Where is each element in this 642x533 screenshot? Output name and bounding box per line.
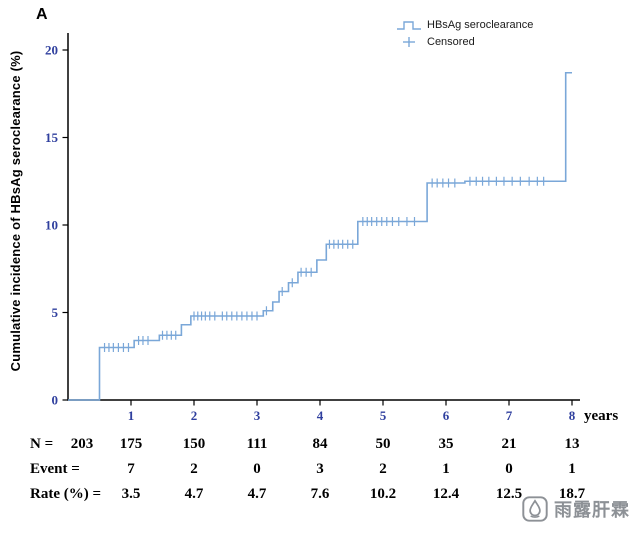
risk-value: 18.7 — [558, 486, 586, 502]
risk-value: 84 — [312, 436, 328, 452]
panel-label: A — [36, 6, 48, 23]
axes — [67, 33, 580, 401]
risk-value: 3.5 — [121, 486, 141, 502]
x-tick-label: 7 — [506, 408, 513, 423]
risk-value: 7 — [127, 461, 135, 477]
watermark-text: 雨露肝霖 — [554, 500, 630, 520]
risk-value: 50 — [375, 436, 391, 452]
watermark-logo — [522, 496, 548, 522]
legend-item-censored: Censored — [396, 35, 533, 49]
y-tick-label: 0 — [52, 393, 59, 408]
watermark: 雨露肝霖 — [522, 496, 630, 522]
risk-value: 150 — [182, 436, 206, 452]
x-tick-label: 5 — [380, 408, 387, 423]
km-step-curve — [68, 71, 572, 401]
x-tick-label: 2 — [191, 408, 198, 423]
risk-value: 10.2 — [369, 486, 397, 502]
x-tick-label: 3 — [254, 408, 261, 423]
risk-value: 21 — [501, 436, 517, 452]
y-tick-label: 15 — [45, 130, 59, 145]
risk-value: 3 — [316, 461, 324, 477]
risk-value: 2 — [190, 461, 198, 477]
x-tick-label: 8 — [569, 408, 576, 423]
risk-value: 203 — [70, 436, 94, 452]
legend-label-censored: Censored — [427, 36, 475, 48]
plus-icon — [403, 37, 415, 47]
risk-value: 175 — [119, 436, 143, 452]
x-tick-label: 6 — [443, 408, 450, 423]
risk-value: 2 — [379, 461, 387, 477]
risk-value: 35 — [438, 436, 454, 452]
risk-value: 111 — [246, 436, 268, 452]
risk-value: 1 — [568, 461, 576, 477]
risk-row-label: N = — [30, 436, 54, 452]
risk-value: 12.4 — [432, 486, 460, 502]
y-tick-label: 20 — [45, 43, 58, 58]
risk-value: 0 — [253, 461, 261, 477]
legend-label-seroclearance: HBsAg seroclearance — [427, 19, 534, 31]
risk-value: 13 — [564, 436, 580, 452]
y-tick-label: 5 — [52, 305, 59, 320]
x-tick-label: 4 — [317, 408, 324, 423]
x-tick-label: 1 — [128, 408, 135, 423]
risk-value: 1 — [442, 461, 450, 477]
legend-item-seroclearance: HBsAg seroclearance — [396, 18, 533, 32]
risk-value: 7.6 — [310, 486, 330, 502]
risk-value: 0 — [505, 461, 513, 477]
x-axis-unit-label: years — [584, 408, 618, 424]
risk-value: 4.7 — [184, 486, 204, 502]
y-tick-label: 10 — [45, 218, 58, 233]
risk-value: 4.7 — [247, 486, 267, 502]
risk-row-label: Rate (%) = — [30, 486, 102, 502]
risk-row-label: Event = — [30, 461, 80, 477]
risk-value: 12.5 — [495, 486, 523, 502]
legend: HBsAg seroclearance Censored — [396, 18, 533, 49]
step-line-icon — [397, 21, 421, 30]
